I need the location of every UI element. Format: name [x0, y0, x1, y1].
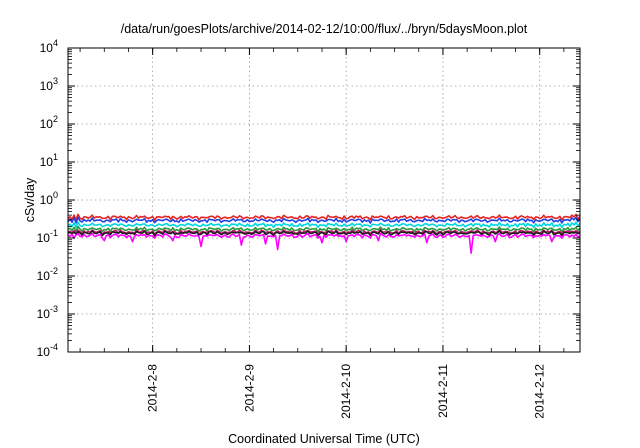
y-tick-label: 10-3 — [37, 304, 58, 321]
y-tick-label: 102 — [40, 114, 58, 131]
y-tick-label: 103 — [40, 76, 58, 93]
series-line — [67, 225, 581, 233]
series-line — [67, 216, 581, 224]
series-line — [67, 232, 581, 254]
y-tick-label: 104 — [40, 38, 58, 55]
y-tick-label: 101 — [40, 152, 58, 169]
y-tick-label: 10-2 — [37, 266, 58, 283]
x-tick-label: 2014-2-9 — [242, 364, 256, 412]
x-tick-label: 2014-2-10 — [339, 364, 353, 419]
y-axis-label: cSv/day — [23, 177, 37, 222]
y-tick-labels: 10-4 10-3 10-2 10-1 100 101 102 103 104 — [37, 38, 58, 359]
y-tick-label: 10-1 — [37, 228, 58, 245]
series-line — [67, 213, 581, 221]
y-tick-label: 100 — [40, 190, 58, 207]
chart-title: /data/run/goesPlots/archive/2014-02-12/1… — [121, 22, 528, 36]
x-axis-label: Coordinated Universal Time (UTC) — [228, 432, 420, 446]
x-tick-labels: 2014-2-8 2014-2-9 2014-2-10 2014-2-11 2014-2… — [146, 364, 547, 419]
series-line — [67, 221, 581, 229]
grid-layer — [68, 48, 580, 352]
series-layer — [67, 213, 581, 254]
x-tick-label: 2014-2-12 — [533, 364, 547, 419]
x-tick-label: 2014-2-11 — [436, 364, 450, 418]
y-tick-label: 10-4 — [37, 342, 58, 359]
series-line — [67, 229, 581, 237]
x-tick-label: 2014-2-8 — [146, 364, 160, 412]
tick-layer — [68, 47, 580, 353]
